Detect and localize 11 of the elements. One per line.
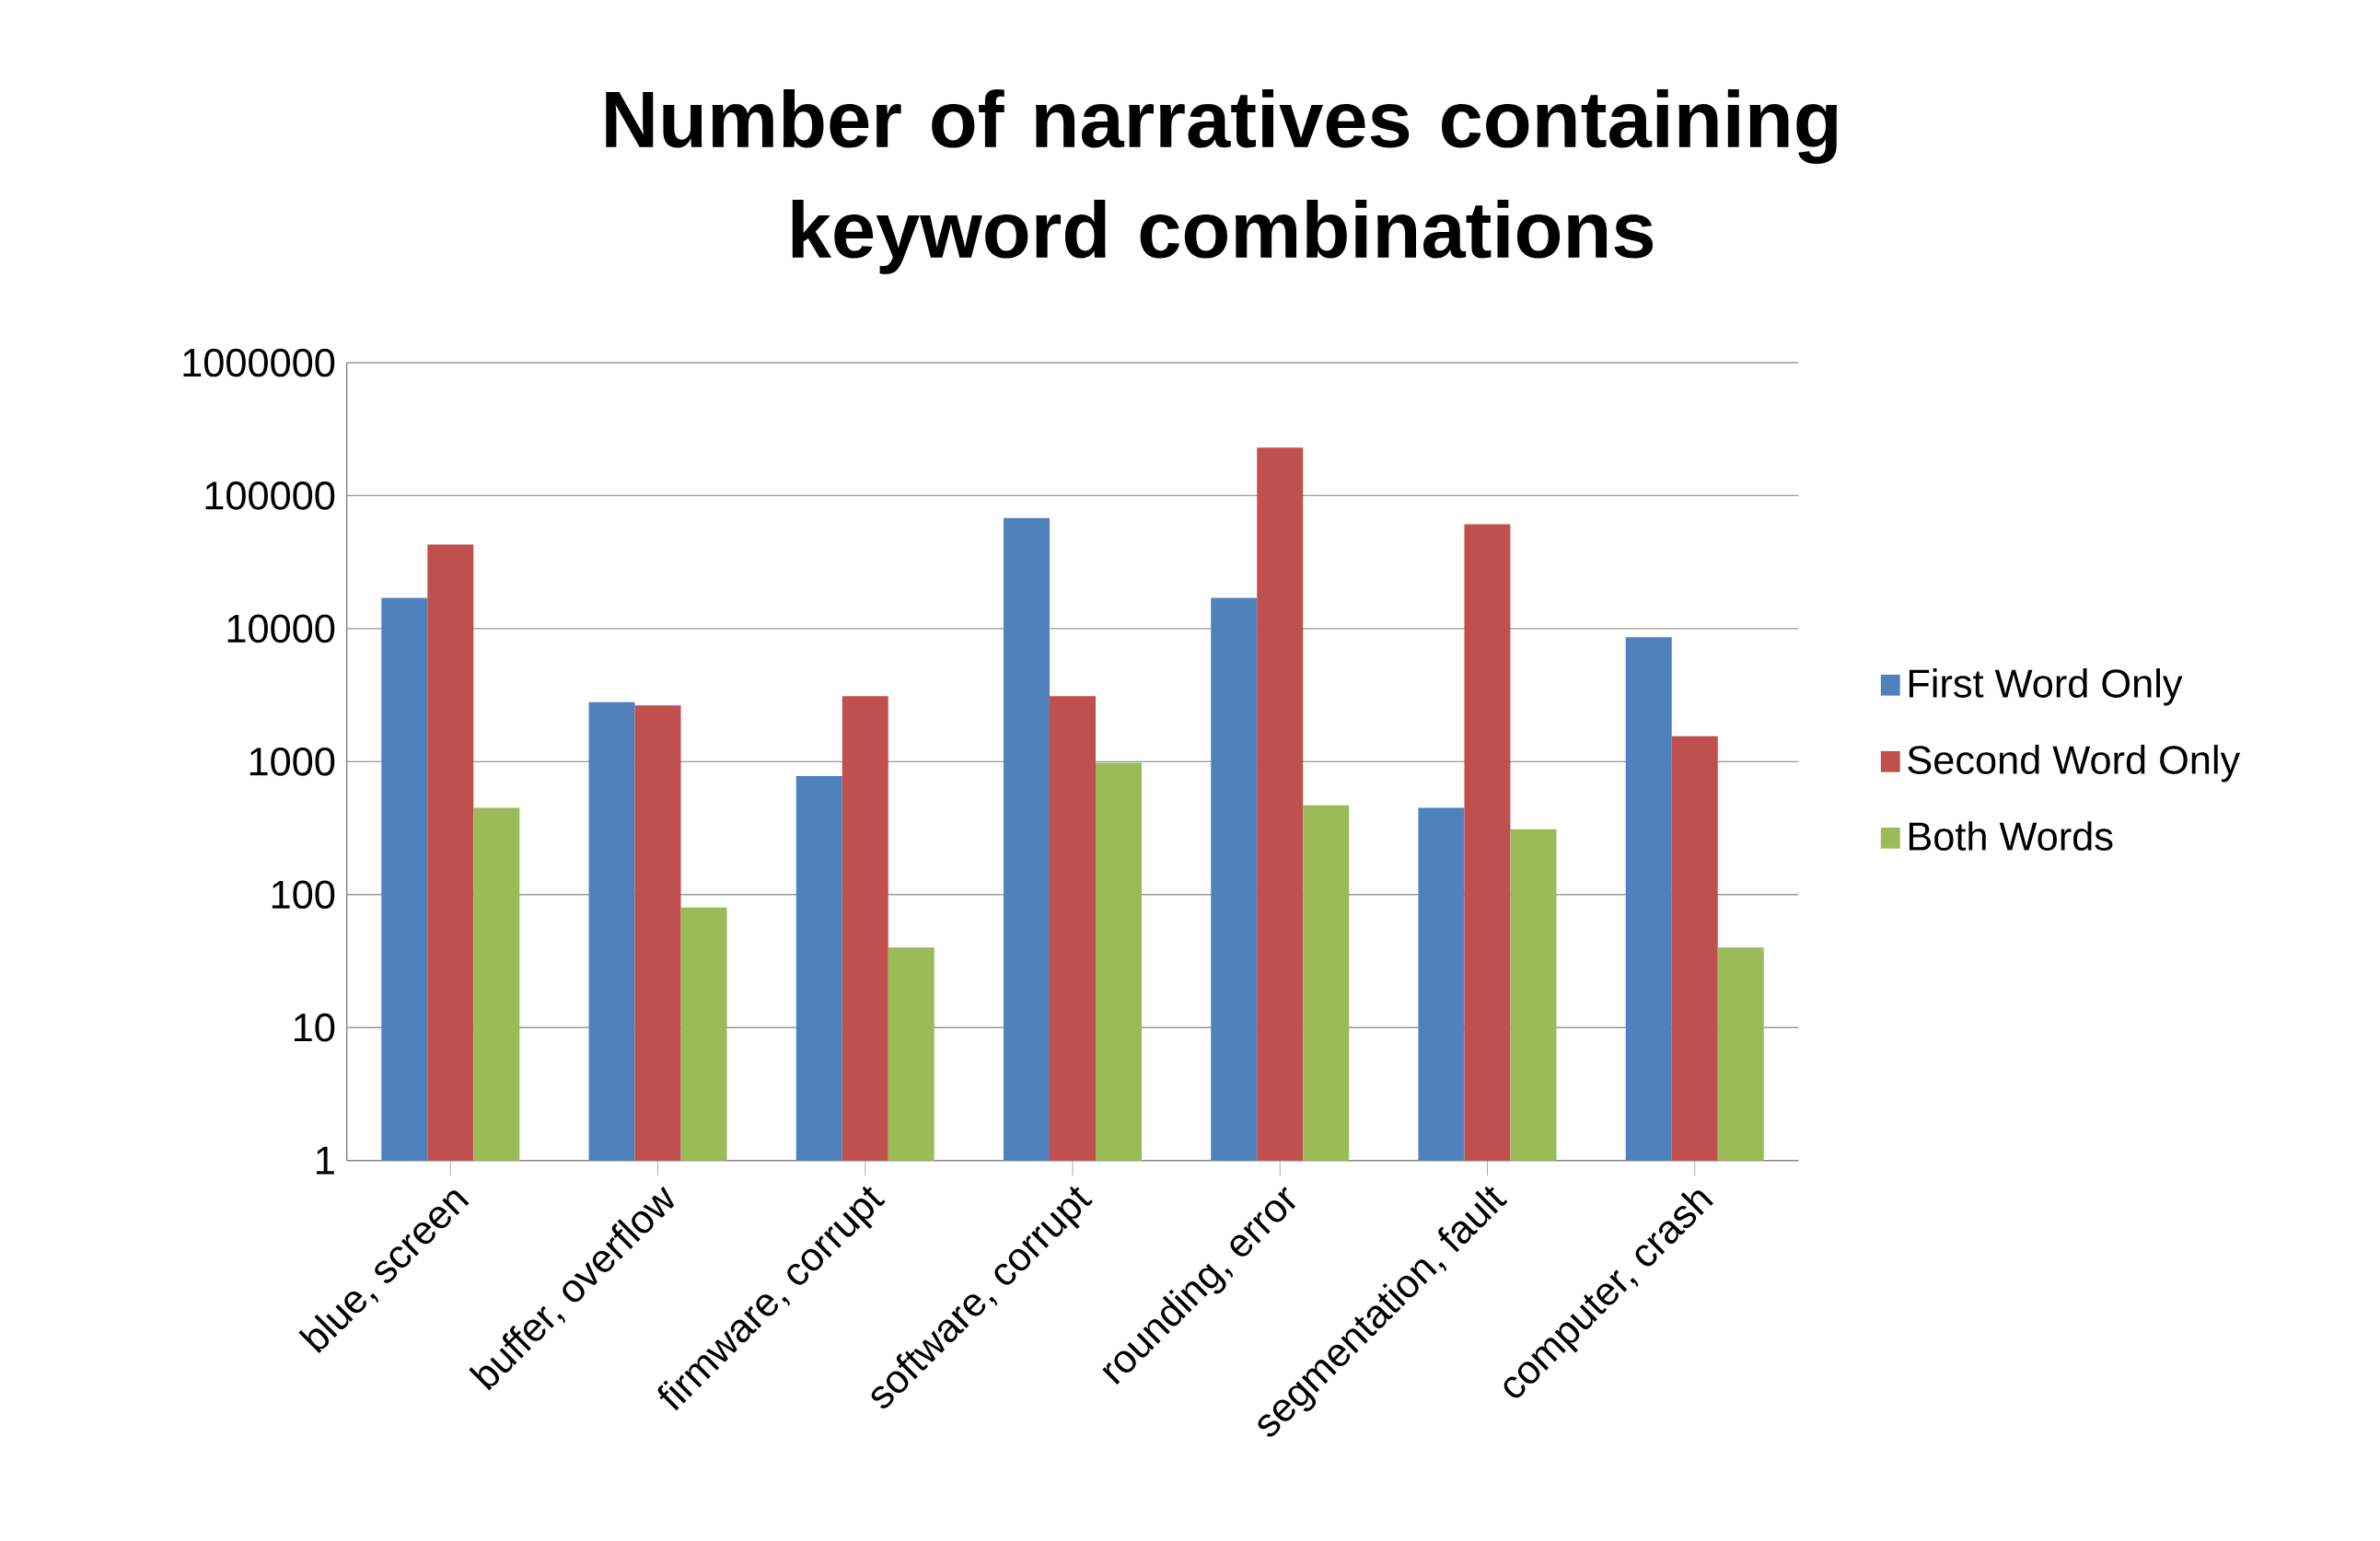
legend-label: First Word Only (1909, 668, 2183, 706)
y-tick-label: 1 (317, 1146, 334, 1175)
y-tick-label: 10000 (227, 614, 335, 643)
y-tick-label: 1000 (250, 747, 335, 776)
legend-label: Second Word Only (1908, 745, 2241, 782)
y-tick-label: 10 (294, 1013, 335, 1042)
y-tick-label: 100000 (205, 481, 335, 510)
chart-title: Number of narratives containing keyword combinations (606, 88, 1837, 274)
y-tick-label: 100 (272, 880, 335, 910)
y-tick-label: 1000000 (183, 348, 335, 377)
legend-label: Both Words (1909, 821, 2113, 852)
